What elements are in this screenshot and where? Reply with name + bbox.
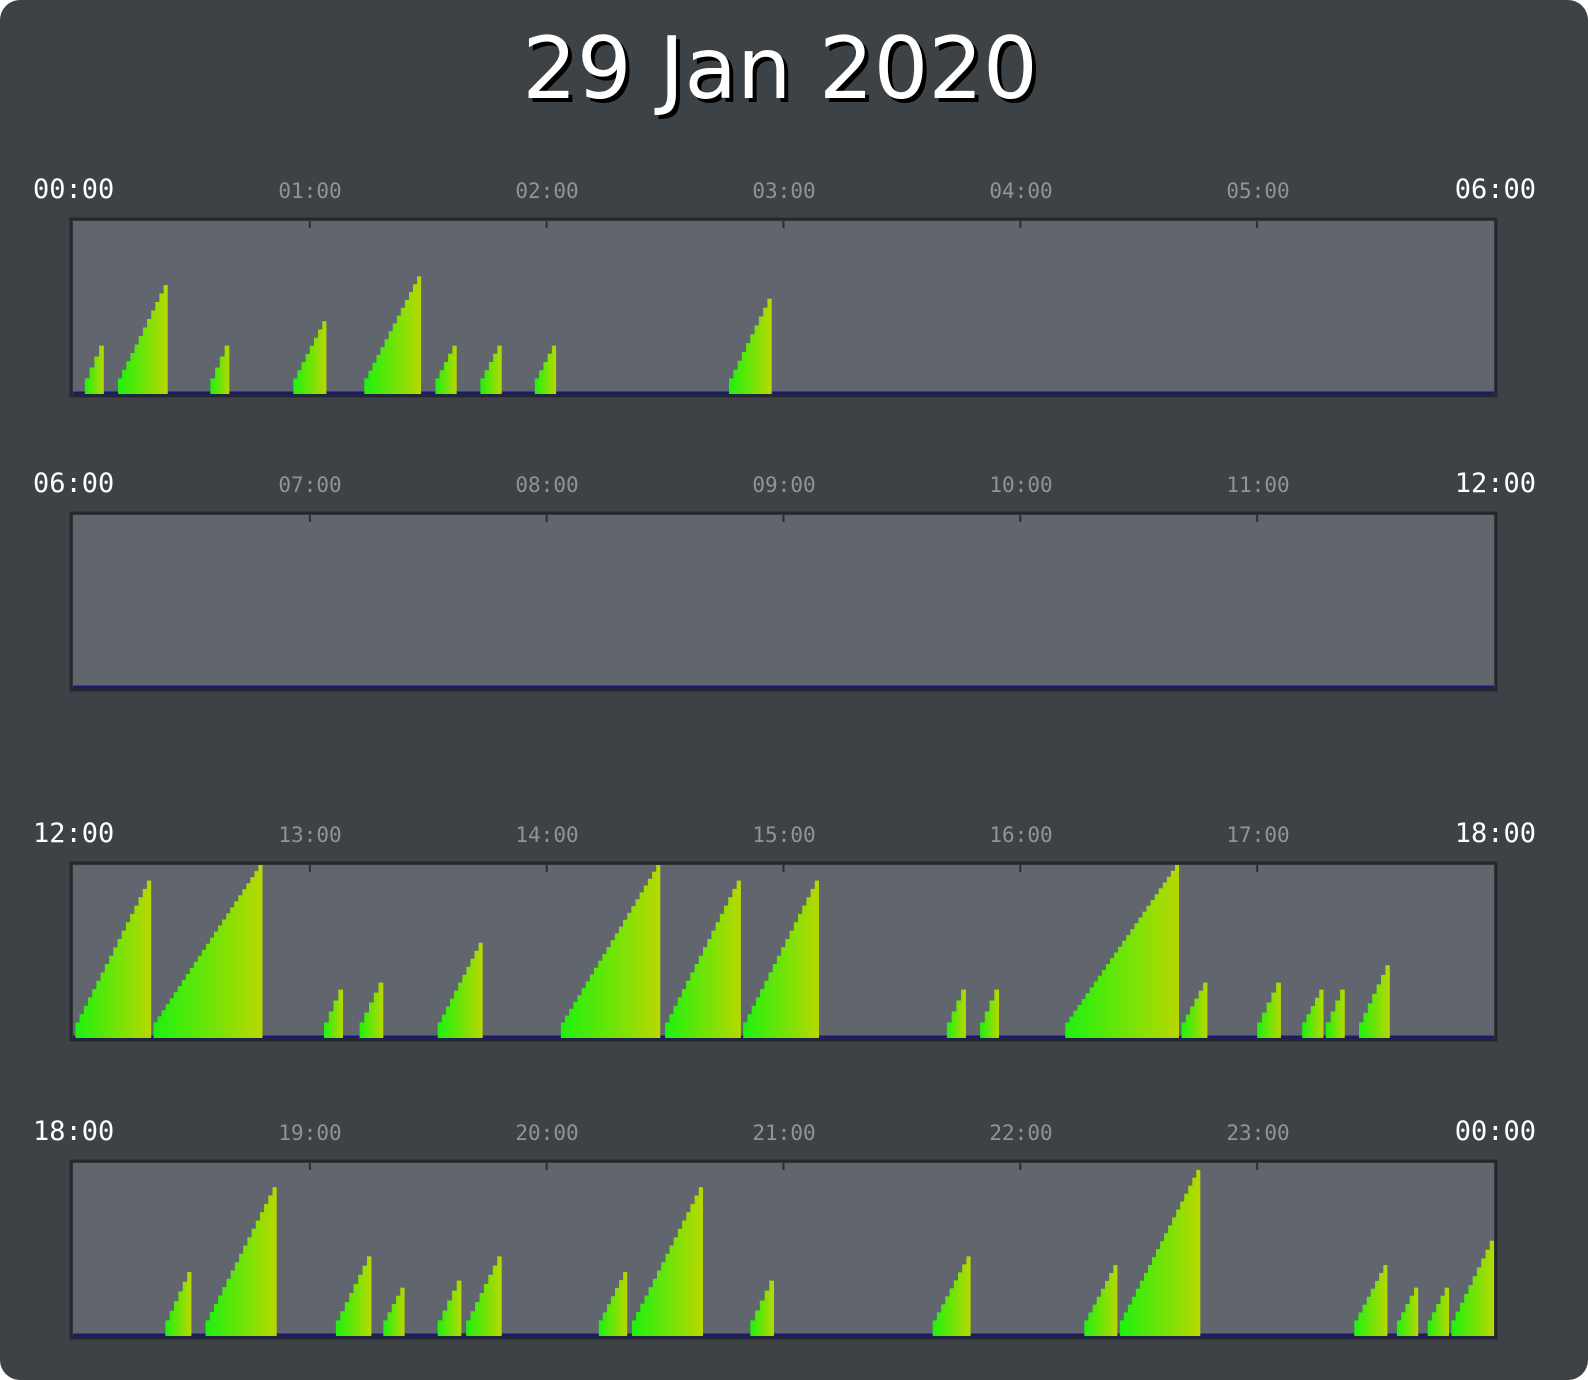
activity-ramp bbox=[437, 942, 483, 1038]
activity-ramp bbox=[466, 1256, 502, 1336]
tick-label: 23:00 bbox=[1226, 1121, 1290, 1145]
row-end-label: 06:00 bbox=[1454, 174, 1536, 205]
tick-label: 19:00 bbox=[278, 1121, 342, 1145]
tick-label: 02:00 bbox=[515, 179, 579, 203]
plot-frame bbox=[69, 1159, 1498, 1340]
activity-ramp bbox=[324, 989, 343, 1038]
activity-ramp bbox=[165, 1272, 192, 1336]
tick-label: 16:00 bbox=[989, 823, 1053, 847]
row-start-label: 18:00 bbox=[33, 1116, 115, 1147]
activity-ramp bbox=[665, 880, 741, 1038]
timeline-plot bbox=[69, 217, 1498, 398]
activity-ramp bbox=[364, 276, 422, 394]
timeline-row-1200-1800: 12:00 18:00 13:00 14:00 15:00 16:00 17:0… bbox=[0, 818, 1588, 1060]
activity-ramp bbox=[1181, 982, 1208, 1038]
activity-ramp bbox=[1359, 965, 1390, 1038]
tick-label: 14:00 bbox=[515, 823, 579, 847]
plot-frame bbox=[69, 217, 1498, 398]
tick-label: 15:00 bbox=[752, 823, 816, 847]
tick-label: 04:00 bbox=[989, 179, 1053, 203]
tick-label: 01:00 bbox=[278, 179, 342, 203]
activity-ramp bbox=[1427, 1287, 1449, 1336]
tick-label: 09:00 bbox=[752, 473, 816, 497]
timeline-plot bbox=[69, 861, 1498, 1042]
tick-label: 10:00 bbox=[989, 473, 1053, 497]
activity-ramp bbox=[1451, 1240, 1494, 1336]
tick-label: 07:00 bbox=[278, 473, 342, 497]
activity-ramp bbox=[480, 345, 502, 394]
tick-label: 20:00 bbox=[515, 1121, 579, 1145]
activity-ramp bbox=[598, 1272, 628, 1336]
activity-ramp bbox=[84, 345, 104, 394]
activity-ramp bbox=[1354, 1265, 1388, 1336]
activity-ramp bbox=[743, 880, 819, 1038]
activity-ramp bbox=[75, 880, 152, 1038]
activity-ramp bbox=[1396, 1287, 1419, 1336]
activity-ramp bbox=[946, 989, 966, 1038]
activity-ramp bbox=[335, 1256, 372, 1336]
tick-label: 08:00 bbox=[515, 473, 579, 497]
activity-ramp bbox=[1302, 989, 1324, 1038]
activity-ramp bbox=[1119, 1169, 1201, 1336]
activity-ramp bbox=[534, 345, 557, 394]
activity-ramp bbox=[1065, 865, 1179, 1038]
row-end-label: 18:00 bbox=[1454, 818, 1536, 849]
row-start-label: 06:00 bbox=[33, 468, 115, 499]
plot-area bbox=[73, 515, 1494, 688]
plot-frame bbox=[69, 511, 1498, 692]
row-end-label: 00:00 bbox=[1454, 1116, 1536, 1147]
activity-ramp bbox=[631, 1187, 703, 1336]
tick-label: 21:00 bbox=[752, 1121, 816, 1145]
chart-title: 29 Jan 2020 bbox=[522, 19, 1038, 119]
timeline-plot bbox=[69, 511, 1498, 692]
tick-label: 13:00 bbox=[278, 823, 342, 847]
activity-ramp bbox=[980, 989, 999, 1038]
tick-label: 22:00 bbox=[989, 1121, 1053, 1145]
tick-label: 05:00 bbox=[1226, 179, 1290, 203]
plot-area bbox=[73, 1163, 1494, 1336]
timeline-row-0600-1200: 06:00 12:00 07:00 08:00 09:00 10:00 11:0… bbox=[0, 468, 1588, 710]
activity-ramp bbox=[932, 1256, 971, 1336]
activity-ramp bbox=[750, 1280, 774, 1336]
activity-ramp bbox=[1257, 982, 1281, 1038]
row-start-label: 12:00 bbox=[33, 818, 115, 849]
activity-ramp bbox=[293, 321, 327, 394]
activity-ramp bbox=[1325, 989, 1345, 1038]
activity-ramp bbox=[729, 298, 772, 394]
tick-label: 17:00 bbox=[1226, 823, 1290, 847]
timeline-row-0000-0600: 00:00 06:00 01:00 02:00 03:00 04:00 05:0… bbox=[0, 174, 1588, 416]
activity-ramp bbox=[205, 1187, 277, 1336]
tick-label: 11:00 bbox=[1226, 473, 1290, 497]
row-start-label: 00:00 bbox=[33, 174, 115, 205]
activity-ramp bbox=[118, 285, 168, 394]
timeline-plot bbox=[69, 1159, 1498, 1340]
row-end-label: 12:00 bbox=[1454, 468, 1536, 499]
activity-ramp bbox=[435, 345, 457, 394]
timeline-row-1800-0000: 18:00 00:00 19:00 20:00 21:00 22:00 23:0… bbox=[0, 1116, 1588, 1358]
plot-area bbox=[73, 221, 1494, 394]
activity-ramp bbox=[383, 1287, 405, 1336]
activity-ramp bbox=[153, 865, 263, 1038]
tick-label: 03:00 bbox=[752, 179, 816, 203]
plot-frame bbox=[69, 861, 1498, 1042]
activity-ramp bbox=[210, 345, 230, 394]
activity-ramp bbox=[560, 865, 661, 1038]
activity-ramp bbox=[1084, 1265, 1118, 1336]
activity-ramp bbox=[359, 982, 384, 1038]
activity-ramp bbox=[437, 1280, 462, 1336]
